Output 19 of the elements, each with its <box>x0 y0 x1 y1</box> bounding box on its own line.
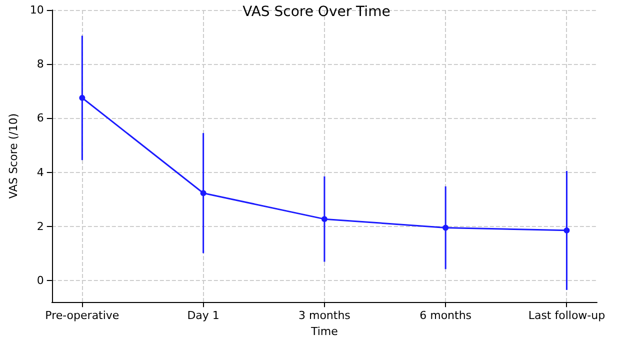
point <box>564 227 570 234</box>
y-axis-title: VAS Score (/10) <box>7 113 20 199</box>
x-tick-label: 3 months <box>298 309 351 322</box>
y-tick-label: 4 <box>36 166 44 179</box>
y-tick-label: 6 <box>36 112 44 125</box>
x-tick-label: 6 months <box>420 309 472 322</box>
x-axis-title: Time <box>310 325 338 338</box>
x-tick-label: Pre-operative <box>45 309 120 322</box>
y-tick-label: 2 <box>36 220 44 233</box>
x-tick-label: Last follow-up <box>528 309 606 322</box>
x-tick-label: Day 1 <box>187 309 220 322</box>
chart-title: VAS Score Over Time <box>242 4 390 20</box>
point <box>321 216 328 222</box>
point <box>79 94 86 101</box>
point <box>200 190 206 196</box>
point <box>442 224 449 231</box>
y-tick-label: 10 <box>30 4 44 16</box>
y-tick-label: 0 <box>36 274 44 287</box>
y-tick-label: 8 <box>36 58 44 71</box>
